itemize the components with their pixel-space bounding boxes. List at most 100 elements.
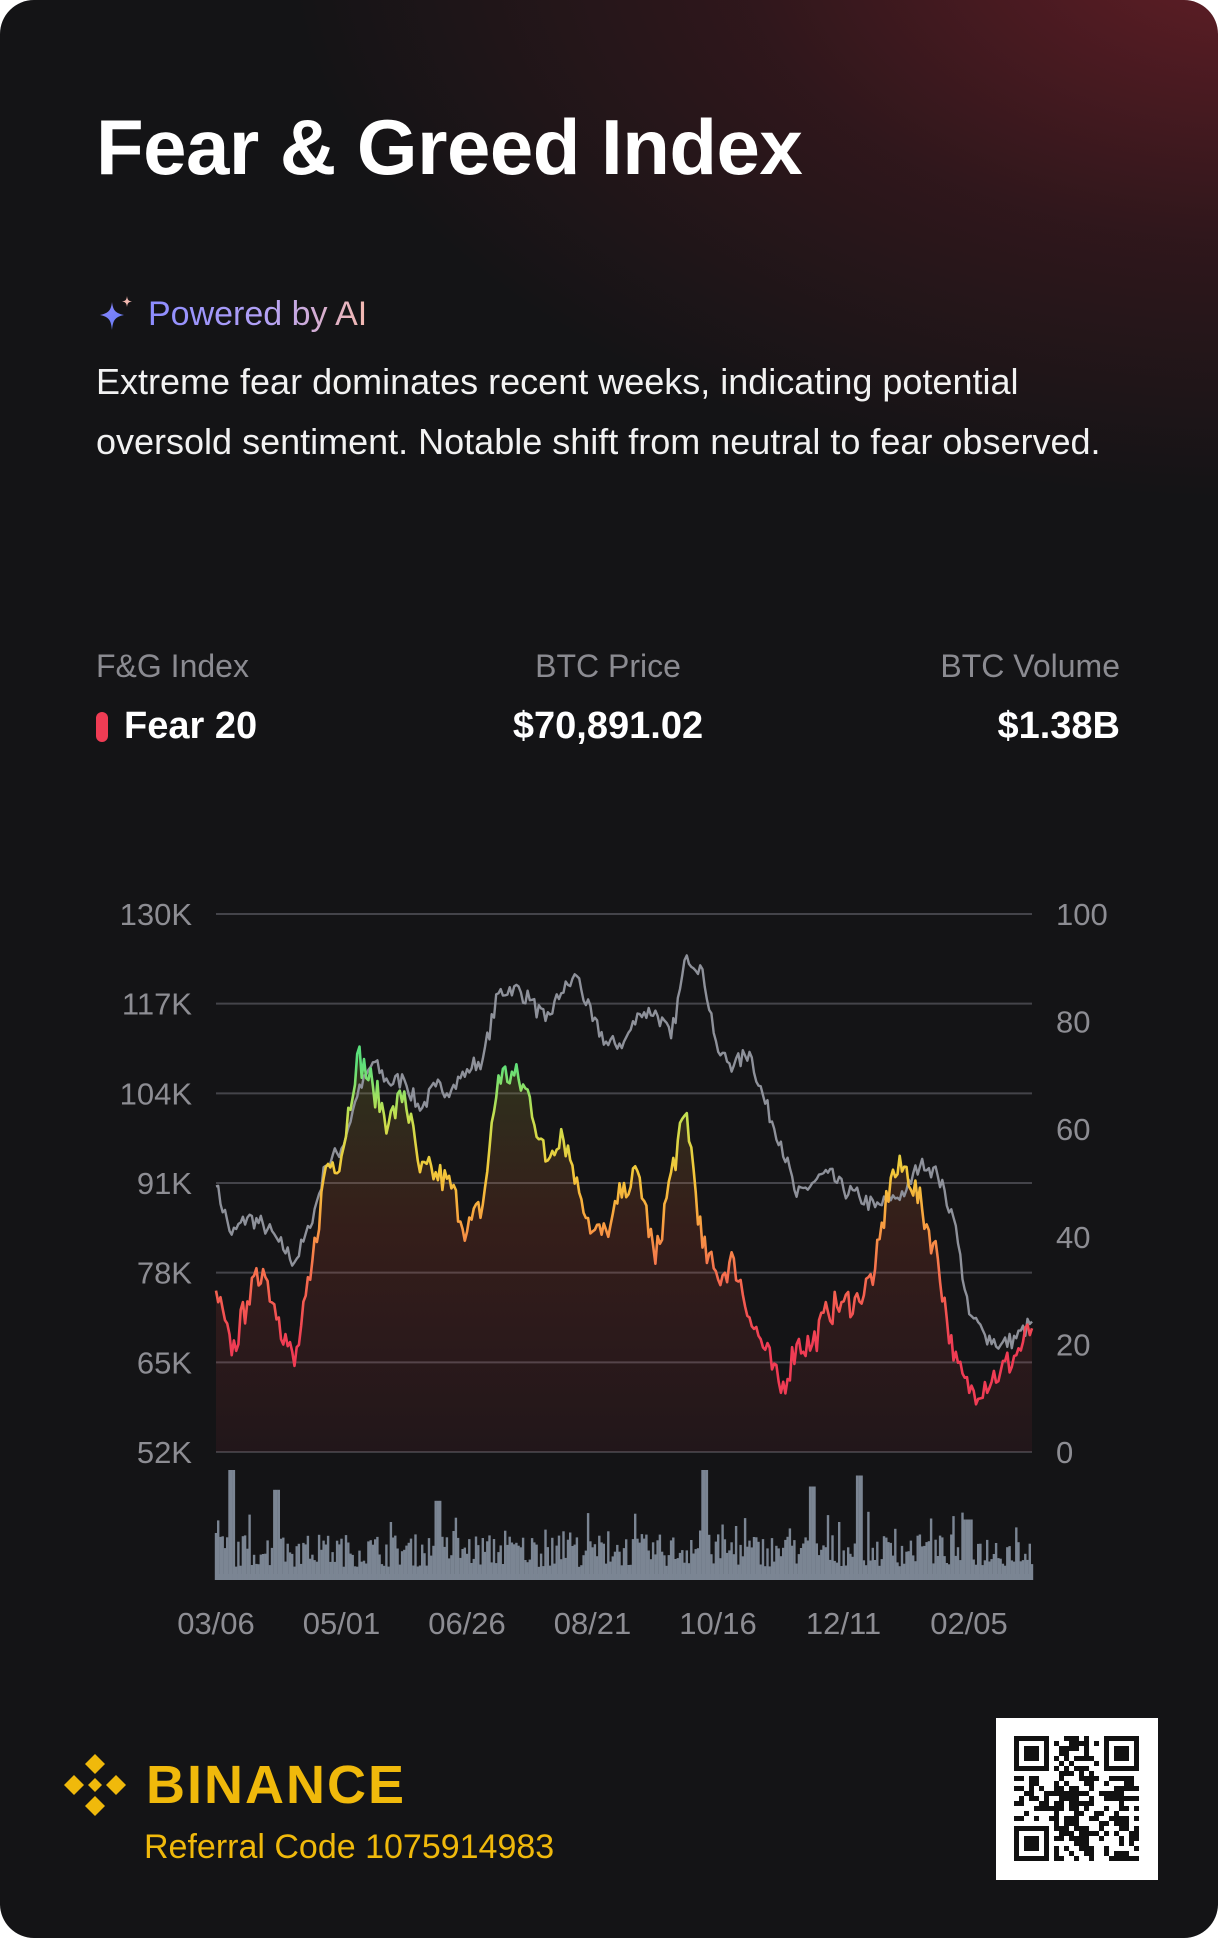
volume-bar — [811, 1486, 814, 1580]
volume-bar — [739, 1544, 742, 1580]
volume-bar — [571, 1546, 574, 1580]
volume-bar — [304, 1544, 307, 1580]
volume-bar — [907, 1551, 910, 1580]
volume-bar — [322, 1540, 325, 1580]
volume-bar — [371, 1544, 375, 1580]
volume-bar — [625, 1539, 628, 1580]
volume-bar — [275, 1489, 278, 1580]
volume-bar — [755, 1537, 758, 1580]
volume-bar — [775, 1545, 778, 1580]
volume-bar — [295, 1546, 298, 1580]
volume-bar — [246, 1548, 249, 1580]
volume-bar — [847, 1547, 850, 1580]
volume-bar — [506, 1544, 509, 1580]
volume-bar — [407, 1542, 410, 1580]
volume-bar — [983, 1560, 987, 1580]
volume-bar — [900, 1545, 904, 1580]
volume-bar — [645, 1534, 648, 1580]
volume-bar — [315, 1561, 319, 1580]
volume-bar — [620, 1565, 623, 1580]
volume-bar — [651, 1542, 655, 1580]
x-tick-label: 12/11 — [806, 1606, 881, 1640]
volume-bar — [602, 1543, 605, 1580]
volume-bar — [714, 1541, 718, 1580]
volume-bar — [521, 1537, 525, 1580]
volume-bar — [685, 1550, 688, 1580]
volume-bar — [338, 1544, 341, 1580]
volume-bar — [954, 1555, 957, 1580]
volume-bar — [385, 1544, 388, 1580]
volume-bar — [782, 1547, 785, 1580]
volume-bar — [432, 1545, 435, 1580]
volume-bar — [335, 1540, 339, 1580]
volume-bar — [961, 1512, 964, 1580]
volume-bar — [226, 1537, 229, 1580]
volume-bar — [517, 1545, 520, 1580]
volume-bar — [921, 1546, 924, 1580]
volume-bar — [752, 1537, 756, 1580]
left-tick-label: 65K — [137, 1345, 192, 1380]
volume-bar — [595, 1556, 599, 1580]
volume-bar — [717, 1534, 720, 1580]
volume-bar — [573, 1544, 576, 1580]
left-tick-label: 130K — [120, 897, 193, 932]
btc-price-stat: BTC Price $70,891.02 — [96, 648, 1120, 748]
volume-bar — [248, 1514, 251, 1580]
volume-bar — [867, 1511, 870, 1580]
volume-bar — [741, 1556, 744, 1580]
volume-bar — [761, 1539, 765, 1580]
volume-bar — [472, 1558, 475, 1580]
volume-bar — [569, 1532, 572, 1580]
volume-bar — [667, 1555, 670, 1580]
volume-bar — [815, 1543, 818, 1580]
volume-bar — [243, 1535, 247, 1580]
btc-volume-value: $1.38B — [997, 705, 1120, 747]
volume-bar — [342, 1566, 345, 1580]
volume-bar — [452, 1531, 455, 1580]
volume-bar — [838, 1522, 841, 1580]
volume-bar — [728, 1550, 731, 1580]
stats-row: BTC Price $70,891.02 F&G Index Fear 20 B… — [96, 648, 1120, 758]
volume-bar — [580, 1565, 583, 1580]
volume-bar — [609, 1561, 612, 1580]
volume-bar — [723, 1539, 727, 1580]
ai-label: Powered by AI — [148, 294, 368, 333]
volume-bar — [994, 1543, 998, 1580]
volume-bar — [654, 1554, 657, 1580]
volume-bar — [575, 1537, 579, 1580]
volume-bar — [427, 1538, 431, 1580]
volume-bar — [1021, 1560, 1025, 1580]
volume-bar — [483, 1551, 487, 1580]
volume-bar — [759, 1564, 762, 1580]
volume-bar — [497, 1552, 500, 1580]
volume-bar — [499, 1545, 502, 1580]
volume-bar — [636, 1538, 639, 1580]
volume-bar — [273, 1489, 276, 1580]
volume-bar — [844, 1565, 848, 1580]
volume-bar — [447, 1558, 451, 1580]
fear-indicator-icon — [96, 711, 108, 742]
volume-bar — [288, 1552, 292, 1580]
volume-bar — [896, 1562, 899, 1580]
volume-bar — [912, 1555, 915, 1580]
volume-bar — [257, 1564, 260, 1580]
volume-bar — [730, 1542, 733, 1580]
volume-bar — [885, 1537, 888, 1580]
volume-bar — [548, 1565, 552, 1580]
volume-bar — [932, 1563, 935, 1580]
fg-index-value: Fear 20 — [124, 705, 258, 747]
volume-bar — [1026, 1559, 1029, 1580]
volume-bar — [358, 1550, 361, 1580]
volume-bar — [945, 1563, 948, 1580]
volume-bar — [425, 1565, 428, 1580]
volume-bar — [804, 1537, 807, 1580]
volume-bar — [743, 1518, 747, 1580]
volume-bar — [376, 1536, 379, 1580]
volume-bar — [492, 1539, 496, 1580]
qr-code[interactable] — [996, 1718, 1158, 1880]
volume-bar — [676, 1558, 679, 1580]
volume-bar — [988, 1561, 991, 1580]
volume-bar — [461, 1549, 464, 1580]
volume-bar — [658, 1534, 662, 1580]
